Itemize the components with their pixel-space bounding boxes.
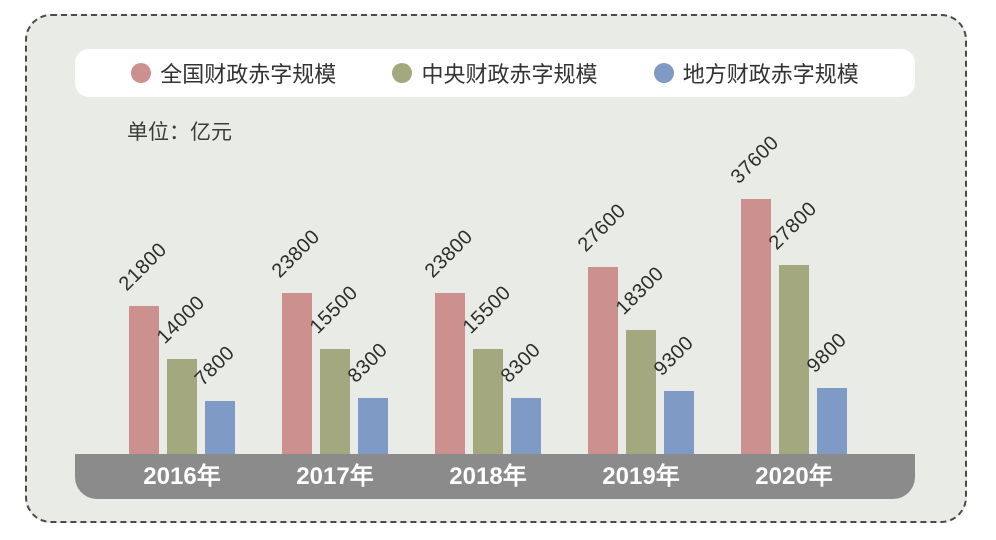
bar-value-label: 9800: [802, 328, 852, 378]
legend-item-local: 地方财政赤字规模: [653, 57, 859, 89]
bar-series1-group4: [779, 265, 809, 454]
bar-value-label: 9300: [649, 331, 699, 381]
bar-value-label: 23800: [267, 225, 325, 283]
chart-frame: 全国财政赤字规模 中央财政赤字规模 地方财政赤字规模 单位：亿元 21800 14…: [25, 14, 967, 523]
bar-series0-group2: [435, 293, 465, 454]
plot-area: 21800 14000 7800 23800 15500 8300 23800 15500 83…: [75, 16, 915, 454]
bar-series0-group1: [282, 293, 312, 454]
axis-year-label: 2017年: [296, 463, 374, 490]
bar-series1-group2: [473, 349, 503, 454]
bar-value-label: 15500: [458, 281, 516, 339]
bar-value-label: 23800: [420, 225, 478, 283]
bar-series2-group1: [358, 398, 388, 454]
bar-series1-group0: [167, 359, 197, 454]
axis-band: 2016年 2017年 2018年 2019年 2020年: [75, 454, 915, 499]
bar-value-label: 18300: [611, 262, 669, 320]
legend-label-national: 全国财政赤字规模: [160, 62, 337, 87]
bar-series1-group1: [320, 349, 350, 454]
bar-value-label: 8300: [343, 338, 393, 388]
legend-bar: 全国财政赤字规模 中央财政赤字规模 地方财政赤字规模: [75, 49, 915, 97]
axis-year-label: 2020年: [755, 463, 833, 490]
bar-series2-group0: [205, 401, 235, 454]
bar-value-label: 7800: [190, 341, 240, 391]
bar-series1-group3: [626, 330, 656, 454]
legend-label-central: 中央财政赤字规模: [421, 62, 598, 87]
bar-series2-group3: [664, 391, 694, 454]
bar-value-label: 37600: [726, 131, 784, 189]
axis-year-label: 2016年: [143, 463, 221, 490]
central-legend-dot-icon: [392, 63, 413, 83]
national-legend-dot-icon: [131, 63, 152, 83]
bar-value-label: 15500: [305, 281, 363, 339]
bar-value-label: 27600: [573, 199, 631, 257]
bar-series0-group4: [741, 199, 771, 454]
axis-year-label: 2019年: [602, 463, 680, 490]
bar-series2-group4: [817, 388, 847, 454]
legend-item-central: 中央财政赤字规模: [392, 57, 598, 89]
bar-value-label: 27800: [764, 197, 822, 255]
bar-series0-group0: [129, 306, 159, 454]
local-legend-dot-icon: [653, 63, 674, 83]
bar-value-label: 8300: [496, 338, 546, 388]
bar-value-label: 14000: [152, 291, 210, 349]
unit-label: 单位：亿元: [127, 121, 232, 144]
bar-series2-group2: [511, 398, 541, 454]
legend-item-national: 全国财政赤字规模: [131, 57, 336, 89]
bar-value-label: 21800: [114, 238, 172, 296]
bar-series0-group3: [588, 267, 618, 454]
legend-label-local: 地方财政赤字规模: [682, 62, 859, 87]
axis-year-label: 2018年: [449, 463, 527, 490]
